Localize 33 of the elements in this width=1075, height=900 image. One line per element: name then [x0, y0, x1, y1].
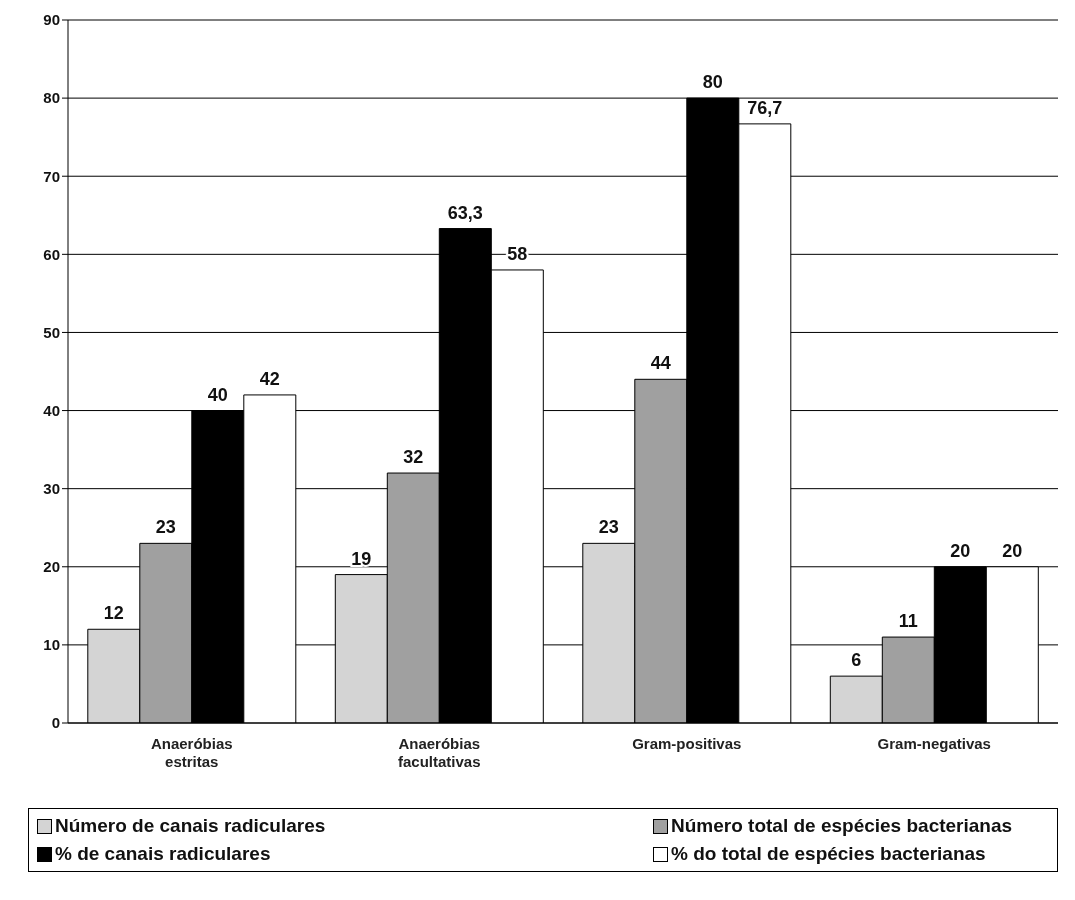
x-tick-label: Anaeróbias estritas — [150, 735, 233, 770]
y-tick-label: 20 — [43, 558, 60, 576]
data-label: 19 — [351, 548, 372, 569]
legend-label: Número de canais radiculares — [55, 815, 326, 837]
legend-label: % de canais radiculares — [55, 843, 271, 865]
legend-label: % do total de espécies bacterianas — [671, 843, 986, 865]
y-tick-label: 80 — [43, 89, 60, 107]
data-label: 12 — [103, 603, 124, 624]
data-label: 6 — [851, 650, 862, 671]
data-label: 23 — [598, 517, 619, 538]
data-label: 32 — [403, 447, 424, 468]
y-tick-label: 70 — [43, 167, 60, 185]
data-label: 20 — [950, 540, 971, 561]
data-label: 20 — [1002, 540, 1023, 561]
data-label: 63,3 — [447, 202, 483, 223]
x-tick-label: Anaeróbias facultativas — [397, 735, 481, 770]
data-label: 80 — [702, 72, 723, 93]
y-tick-label: 30 — [43, 479, 60, 497]
y-tick-label: 10 — [43, 636, 60, 654]
data-label: 76,7 — [747, 97, 783, 118]
y-tick-label: 50 — [43, 323, 60, 341]
data-label: 23 — [155, 517, 176, 538]
data-label: 44 — [650, 353, 671, 374]
data-label: 40 — [207, 384, 228, 405]
y-tick-label: 40 — [43, 401, 60, 419]
y-tick-label: 60 — [43, 245, 60, 263]
legend-label: Número total de espécies bacterianas — [671, 815, 1013, 837]
data-label: 11 — [898, 611, 918, 632]
y-tick-label: 0 — [51, 714, 60, 732]
data-label: 42 — [259, 368, 280, 389]
y-tick-label: 90 — [43, 11, 60, 29]
x-tick-label: Gram-positivas — [632, 735, 742, 752]
x-tick-label: Gram-negativas — [877, 735, 991, 752]
